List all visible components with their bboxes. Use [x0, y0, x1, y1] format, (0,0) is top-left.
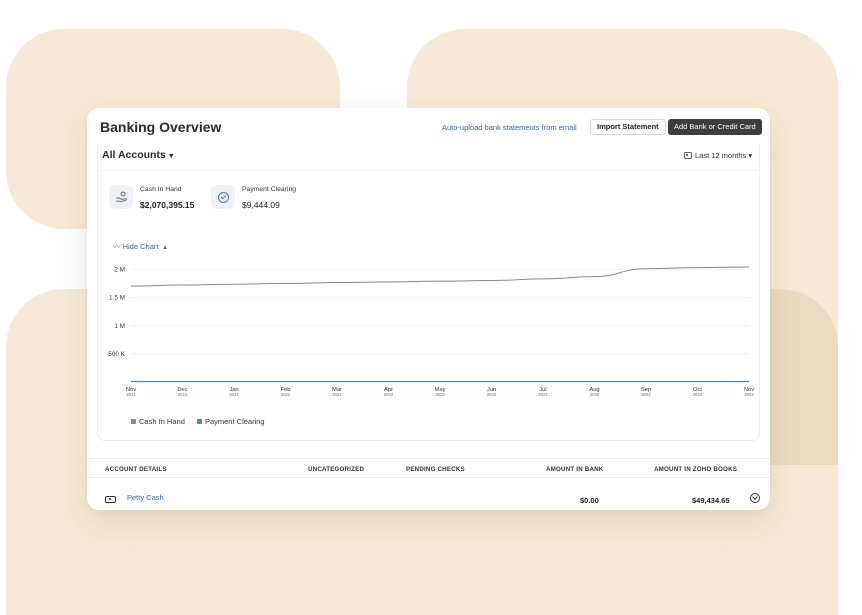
hide-chart-label: Hide Chart: [122, 242, 159, 251]
cash-icon: [105, 496, 116, 503]
account-selector-label: All Accounts: [102, 149, 166, 161]
overview-panel: [97, 144, 760, 441]
legend-item: Payment Clearing: [196, 417, 265, 426]
import-statement-button[interactable]: Import Statement: [590, 119, 666, 135]
legend-swatch: [196, 419, 202, 424]
auto-upload-link[interactable]: Auto-upload bank statements from email: [442, 123, 577, 132]
accounts-table-header: ACCOUNT DETAILS UNCATEGORIZED PENDING CH…: [87, 458, 770, 478]
period-selector-label: Last 12 months: [695, 151, 747, 160]
x-tick-label: Jan: [229, 387, 238, 393]
x-tick-year-label: 2022: [744, 392, 754, 397]
x-tick-label: Sep: [641, 387, 651, 393]
x-tick-label: Mar: [332, 387, 342, 393]
x-tick-year-label: 2022: [693, 392, 703, 397]
y-tick-label: 1.5 M: [109, 295, 125, 302]
column-header: AMOUNT IN BANK: [546, 466, 604, 473]
x-tick-year-label: 2021: [178, 392, 188, 397]
x-tick-label: Dec: [177, 387, 187, 393]
check-glyph: [217, 191, 229, 203]
summary-value: $9,444.09: [242, 200, 280, 210]
y-tick-label: 500 K: [108, 351, 125, 358]
chevron-down-icon[interactable]: [750, 493, 760, 503]
x-tick-year-label: 2022: [332, 392, 342, 397]
series-line-cash-in-hand: [130, 266, 750, 287]
chart-legend: Cash In Hand Payment Clearing: [131, 417, 275, 426]
x-tick-label: May: [435, 387, 446, 393]
legend-item: Cash In Hand: [131, 417, 185, 426]
caret-up-icon: ▲: [160, 245, 169, 251]
x-tick-label: Nov: [744, 387, 754, 393]
summary-value: $2,070,395.15: [140, 200, 195, 210]
summary-label: Cash In Hand: [140, 186, 182, 193]
legend-swatch: [131, 419, 136, 424]
x-tick-label: Jul: [539, 387, 546, 393]
column-header: PENDING CHECKS: [406, 466, 465, 473]
divider: [97, 170, 760, 171]
check-circle-icon: [211, 185, 235, 209]
y-tick-label: 1 M: [114, 323, 125, 330]
x-tick-year-label: 2022: [641, 392, 651, 397]
x-tick-label: Apr: [384, 387, 393, 393]
x-tick-year-label: 2022: [590, 392, 600, 397]
x-tick-year-label: 2022: [435, 392, 445, 397]
column-header: AMOUNT IN ZOHO BOOKS: [654, 466, 738, 473]
balance-line-chart: 500 K1 M1.5 M2 MNov2021Dec2021Jan2022Feb…: [108, 266, 754, 397]
x-tick-year-label: 2022: [281, 392, 291, 397]
banking-overview-card: Banking Overview Auto-upload bank statem…: [87, 108, 770, 510]
y-tick-label: 2 M: [114, 266, 125, 273]
x-tick-label: Oct: [693, 387, 702, 393]
x-tick-label: Jun: [487, 387, 496, 393]
x-tick-year-label: 2021: [126, 392, 136, 397]
table-row[interactable]: Petty Cash $0.00 $49,434.65: [87, 486, 770, 510]
legend-label: Cash In Hand: [139, 417, 185, 426]
x-tick-label: Nov: [126, 387, 136, 393]
account-name-link[interactable]: Petty Cash: [127, 493, 164, 502]
x-tick-label: Aug: [589, 387, 599, 393]
amount-in-bank: $0.00: [580, 496, 599, 505]
page-title: Banking Overview: [100, 119, 222, 135]
account-selector[interactable]: All Accounts ▼: [102, 149, 175, 161]
legend-label: Payment Clearing: [204, 417, 265, 426]
caret-down-icon: ▾: [748, 151, 753, 160]
card-header: Banking Overview Auto-upload bank statem…: [87, 108, 770, 146]
caret-down-icon: ▼: [167, 153, 175, 160]
hide-chart-toggle[interactable]: 〰 Hide Chart ▲: [113, 241, 168, 252]
hand-coins-icon: [109, 185, 133, 209]
add-bank-button[interactable]: Add Bank or Credit Card: [668, 119, 762, 135]
column-header: UNCATEGORIZED: [308, 466, 365, 473]
calendar-icon: [684, 152, 692, 159]
x-tick-year-label: 2022: [384, 392, 394, 397]
summary-label: Payment Clearing: [242, 186, 297, 193]
column-header: ACCOUNT DETAILS: [105, 466, 167, 473]
x-tick-year-label: 2022: [487, 392, 497, 397]
trend-icon: 〰: [113, 242, 121, 251]
hand-coins-glyph: [115, 191, 127, 203]
x-tick-label: Feb: [281, 387, 291, 393]
x-tick-year-label: 2022: [538, 392, 548, 397]
x-tick-year-label: 2022: [229, 392, 239, 397]
period-selector[interactable]: Last 12 months ▾: [684, 151, 752, 160]
amount-in-books: $49,434.65: [692, 496, 730, 505]
